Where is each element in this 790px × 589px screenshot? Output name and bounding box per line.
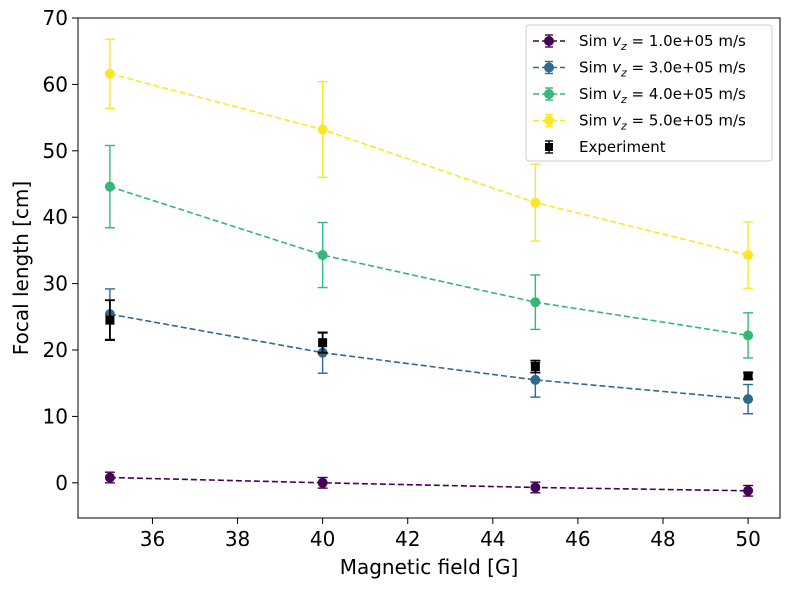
legend-label: Sim vz = 1.0e+05 m/s: [579, 32, 746, 53]
y-tick-label: 70: [43, 6, 68, 30]
legend-label: Sim vz = 4.0e+05 m/s: [579, 85, 746, 106]
x-tick-label: 50: [735, 527, 760, 551]
y-axis-label: Focal length [cm]: [9, 181, 33, 355]
legend-item: Sim vz = 5.0e+05 m/s: [533, 112, 746, 133]
legend-label-var: v: [612, 59, 622, 77]
legend-marker: [545, 143, 553, 151]
series-2: [104, 144, 754, 359]
data-point: [317, 477, 328, 488]
legend-item: Sim vz = 4.0e+05 m/s: [533, 85, 746, 106]
series-3: [104, 38, 754, 289]
legend-label: Experiment: [579, 138, 666, 156]
y-tick-label: 50: [43, 139, 68, 163]
legend-item: Sim vz = 3.0e+05 m/s: [533, 59, 746, 80]
legend-label: Sim vz = 5.0e+05 m/s: [579, 112, 746, 133]
data-point: [104, 181, 115, 192]
y-axis-ticks: 0 10 20 30 40 50 60 70: [43, 6, 78, 495]
x-tick-label: 36: [140, 527, 165, 551]
series-line: [109, 73, 749, 256]
data-point: [318, 338, 328, 348]
legend-item: Experiment: [545, 138, 666, 156]
data-point: [530, 482, 541, 493]
legend-label-prefix: Sim: [579, 59, 612, 77]
legend-label-sub: z: [620, 40, 627, 53]
legend-label-var: v: [612, 112, 622, 130]
y-tick-label: 10: [43, 404, 68, 428]
y-tick-label: 20: [43, 338, 68, 362]
data-point: [530, 374, 541, 385]
legend-marker: [544, 115, 554, 126]
plot-frame: [77, 17, 781, 519]
data-point: [743, 371, 753, 381]
legend-label-sub: z: [620, 120, 627, 133]
x-tick-label: 46: [565, 527, 590, 551]
x-tick-label: 40: [310, 527, 335, 551]
legend-label-rest: = 5.0e+05 m/s: [627, 112, 746, 130]
data-point: [743, 250, 754, 261]
data-point: [104, 472, 115, 483]
x-axis-ticks: 36 38 40 42 44 46 48 50: [140, 518, 761, 551]
y-tick-label: 0: [55, 471, 68, 495]
legend-label-rest: = 4.0e+05 m/s: [627, 85, 746, 103]
legend-label-rest: = 3.0e+05 m/s: [627, 59, 746, 77]
series-0: [104, 471, 754, 497]
x-tick-label: 44: [480, 527, 505, 551]
legend-label-var: v: [612, 85, 622, 103]
x-tick-label: 38: [225, 527, 250, 551]
data-point: [743, 394, 754, 405]
series-line: [109, 476, 749, 492]
data-point: [530, 197, 541, 208]
data-point: [104, 68, 115, 79]
data-point: [743, 330, 754, 341]
legend-marker: [544, 62, 554, 73]
legend-label-prefix: Sim: [579, 32, 612, 50]
x-tick-label: 48: [650, 527, 675, 551]
legend-label-rest: = 1.0e+05 m/s: [627, 32, 746, 50]
data-point: [317, 124, 328, 135]
legend-label-prefix: Sim: [579, 112, 612, 130]
legend-item: Sim vz = 1.0e+05 m/s: [533, 32, 746, 53]
legend-label-sub: z: [620, 93, 627, 106]
series-line: [109, 185, 749, 337]
legend-label: Sim vz = 3.0e+05 m/s: [579, 59, 746, 80]
data-point: [743, 485, 754, 496]
data-point: [105, 315, 115, 325]
legend-label-var: v: [612, 32, 622, 50]
y-tick-label: 60: [43, 72, 68, 96]
legend-frame: [525, 24, 773, 162]
data-point: [317, 250, 328, 261]
legend-marker: [544, 36, 554, 46]
legend-marker: [544, 89, 554, 99]
series-layer: [104, 38, 754, 497]
x-tick-label: 42: [395, 527, 420, 551]
data-point: [530, 362, 540, 372]
x-axis-label: Magnetic field [G]: [340, 555, 519, 579]
series-line: [109, 313, 749, 400]
legend-label-sub: z: [620, 67, 627, 80]
legend-label-prefix: Sim: [579, 85, 612, 103]
data-point: [530, 297, 541, 308]
y-tick-label: 40: [43, 205, 68, 229]
y-tick-label: 30: [43, 272, 68, 296]
series-4: [104, 299, 754, 381]
